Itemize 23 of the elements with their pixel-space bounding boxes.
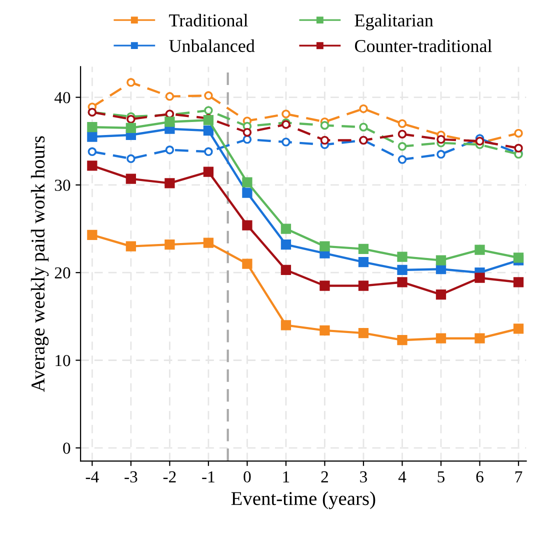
y-axis-title: Average weekly paid work hours [30, 136, 49, 392]
x-tick-label: 7 [515, 471, 522, 482]
x-tick-label: 1 [283, 471, 290, 482]
y-tick-label: 10 [56, 354, 70, 366]
x-tick-label: 2 [321, 471, 328, 482]
y-tick-label: 40 [54, 92, 70, 104]
legend-label: Traditional [169, 14, 248, 27]
y-tick-label: 20 [54, 267, 70, 279]
x-tick-label: 6 [476, 471, 484, 482]
x-tick-label: 4 [398, 471, 406, 482]
legend-label: Unbalanced [169, 39, 255, 52]
x-axis-title: Event-time (years) [231, 491, 376, 510]
x-tick-label: 3 [360, 471, 367, 482]
y-tick-label: 0 [63, 442, 70, 454]
x-tick-label: -4 [86, 471, 99, 482]
x-tick-label: -2 [163, 471, 176, 482]
legend-label: Counter-traditional [354, 39, 492, 52]
x-tick-label: 0 [244, 471, 251, 482]
x-tick-label: -3 [124, 471, 138, 482]
legend-label: Egalitarian [354, 14, 434, 30]
y-tick-label: 30 [54, 180, 70, 191]
x-tick-label: -1 [202, 471, 214, 482]
x-tick-label: 5 [438, 471, 445, 482]
